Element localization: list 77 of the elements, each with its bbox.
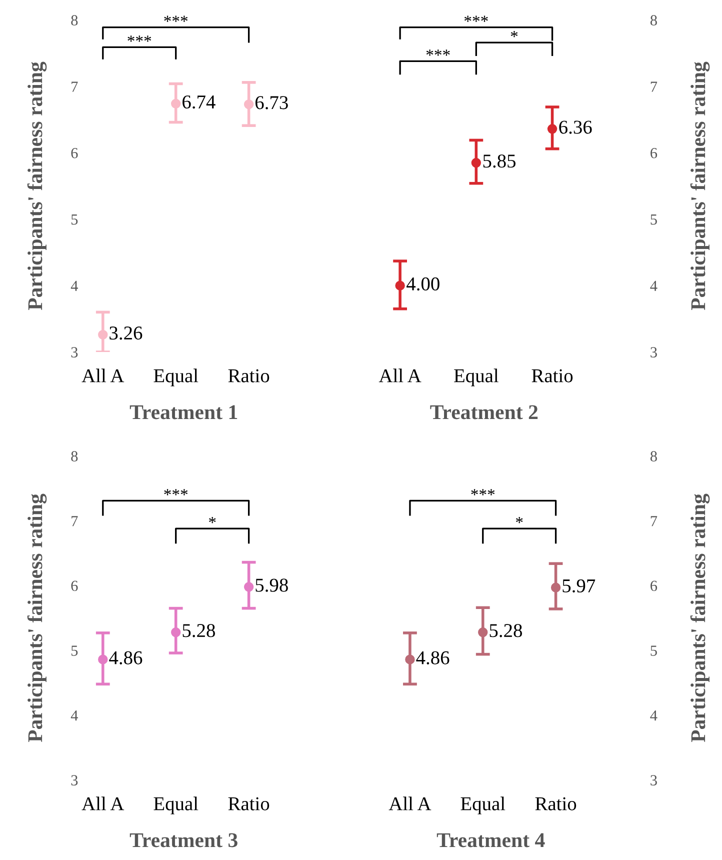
- x-tick-label: Equal: [460, 796, 506, 814]
- point: [395, 280, 405, 290]
- y-axis-title: Participants' fairness rating: [27, 494, 47, 742]
- y-tick-label: 5: [71, 646, 78, 656]
- point: [244, 99, 254, 110]
- annotation: ***: [471, 489, 495, 496]
- point: [244, 582, 254, 592]
- y-tick-label: 7: [650, 82, 658, 92]
- x-tick-label: Equal: [454, 368, 498, 386]
- y-axis-title: Participants' fairness rating: [690, 62, 710, 310]
- x-tick-label: All A: [388, 796, 432, 810]
- y-tick-label: 6: [71, 580, 78, 592]
- y-tick-label: 5: [71, 214, 78, 225]
- annotation: ***: [464, 16, 488, 22]
- data-label: 6.73: [255, 96, 288, 110]
- x-axis-title: Treatment 1: [130, 405, 238, 420]
- annotation: *: [516, 517, 523, 524]
- annotation: ***: [164, 489, 188, 496]
- y-tick-label: 3: [71, 775, 78, 786]
- annotation: ***: [164, 16, 188, 22]
- y-tick-label: 3: [71, 347, 78, 358]
- y-tick-label: 7: [72, 82, 78, 92]
- x-tick-label: Ratio: [228, 369, 270, 382]
- annotation: *: [510, 31, 518, 38]
- y-tick-label: 7: [650, 516, 658, 526]
- data-label: 6.74: [182, 95, 216, 109]
- x-tick-label: All A: [82, 796, 124, 810]
- y-axis-title: Participants' fairness rating: [690, 494, 710, 742]
- x-tick-label: Equal: [154, 368, 198, 386]
- y-tick-label: 6: [71, 148, 78, 158]
- point: [98, 654, 108, 664]
- data-label: 5.98: [256, 578, 288, 592]
- point: [547, 124, 558, 134]
- x-tick-label: Equal: [154, 796, 198, 814]
- y-tick-label: 7: [72, 516, 78, 526]
- data-label: 5.97: [562, 579, 596, 592]
- y-tick-label: 8: [650, 15, 657, 26]
- y-tick-label: 4: [650, 710, 658, 720]
- point: [471, 158, 482, 168]
- y-tick-label: 6: [650, 148, 658, 158]
- data-label: 4.86: [416, 651, 450, 664]
- data-label: 5.28: [490, 624, 522, 638]
- data-label: 5.85: [483, 154, 516, 168]
- x-tick-label: Ratio: [228, 797, 270, 810]
- point: [98, 330, 108, 340]
- annotation: *: [208, 517, 216, 524]
- y-tick-label: 4: [70, 280, 78, 291]
- y-tick-label: 3: [650, 775, 657, 786]
- annotation: ***: [426, 50, 450, 56]
- x-tick-label: All A: [378, 368, 422, 382]
- y-tick-label: 8: [71, 451, 78, 462]
- x-tick-label: Ratio: [532, 369, 573, 382]
- x-tick-label: All A: [82, 368, 124, 382]
- x-axis-title: Treatment 2: [430, 405, 538, 420]
- data-label: 6.36: [559, 120, 592, 134]
- y-tick-label: 3: [650, 347, 657, 358]
- point: [550, 582, 561, 592]
- point: [170, 98, 181, 109]
- x-tick-label: Ratio: [535, 797, 576, 810]
- y-tick-label: 5: [650, 214, 657, 225]
- y-tick-label: 5: [650, 646, 657, 656]
- y-tick-label: 6: [650, 580, 658, 592]
- y-tick-label: 8: [71, 15, 78, 26]
- y-tick-label: 8: [650, 451, 657, 462]
- x-axis-title: Treatment 3: [130, 833, 238, 848]
- data-label: 4.86: [109, 651, 142, 664]
- data-label: 5.28: [182, 624, 215, 638]
- y-axis-title: Participants' fairness rating: [27, 62, 47, 310]
- point: [405, 654, 415, 664]
- y-tick-label: 4: [650, 280, 658, 291]
- data-label: 4.00: [406, 277, 440, 291]
- data-label: 3.26: [110, 326, 142, 340]
- point: [170, 627, 181, 638]
- y-tick-label: 4: [70, 710, 78, 720]
- x-axis-title: Treatment 4: [436, 833, 545, 848]
- annotation: ***: [128, 36, 152, 42]
- point: [478, 627, 488, 638]
